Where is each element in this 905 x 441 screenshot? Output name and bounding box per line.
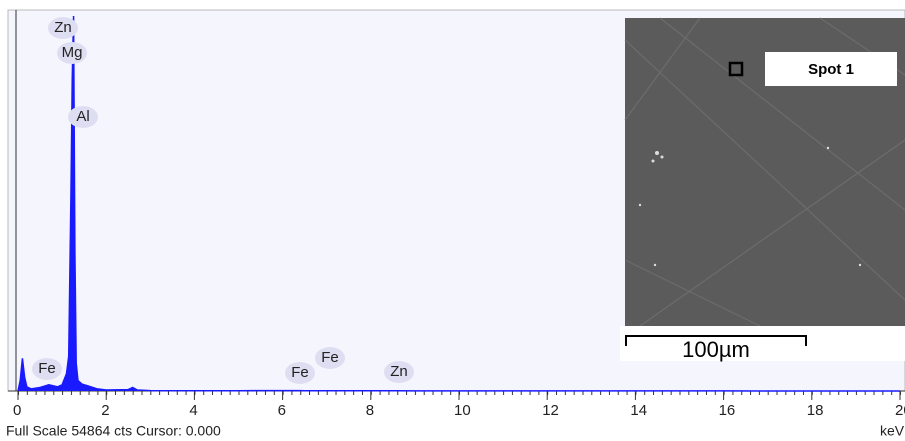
particle [652,160,655,163]
peak-label: Mg [62,44,83,61]
x-tick-label: 4 [189,402,197,419]
scale-bar-box [620,326,905,361]
x-tick-label: 14 [630,402,647,419]
peak-label: Fe [38,360,56,377]
x-tick-label: 16 [719,402,736,419]
x-tick-label: 8 [366,402,374,419]
scale-label: 100µm [682,337,750,362]
x-tick-label: 18 [807,402,824,419]
particle [859,264,861,266]
particle [654,264,656,266]
peak-label: Zn [54,19,72,36]
x-unit: keV [880,423,905,439]
x-tick-label: 0 [13,402,21,419]
peak-label: Al [76,108,89,125]
particle [655,151,659,155]
particle [639,204,641,206]
x-tick-label: 2 [101,402,109,419]
status-text: Full Scale 54864 cts Cursor: 0.000 [6,423,221,439]
particle [827,147,829,149]
sem-image: Spot 1 100µm [620,18,905,362]
peak-label: Fe [291,364,309,381]
x-tick-label: 10 [454,402,471,419]
x-tick-label: 20 [895,402,905,419]
x-tick-label: 6 [278,402,286,419]
peak-label: Zn [390,363,408,380]
x-tick-label: 12 [542,402,559,419]
spectrum-view: 0 2 4 6 8 10 12 14 16 18 20 Zn Mg Al Fe Fe Fe Zn Spot 1 1… [0,0,905,441]
spot-label: Spot 1 [808,61,854,78]
peak-label: Fe [321,349,339,366]
page: {"chart_data": {"type": "area", "color":… [0,0,905,441]
particle [661,156,664,159]
